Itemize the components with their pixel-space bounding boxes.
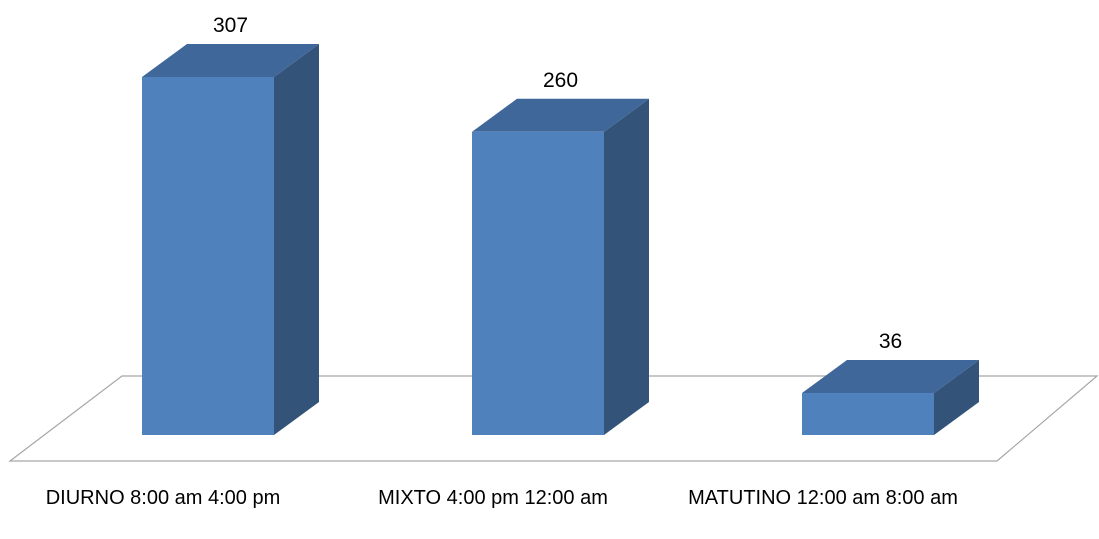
bar-top-mixto-4-00-pm-12-00-am <box>472 98 649 132</box>
category-label-diurno-8-00-am-4-00-pm: DIURNO 8:00 am 4:00 pm <box>46 487 281 509</box>
bar-side-matutino-12-00-am-8-00-am <box>934 360 979 435</box>
bar-diurno-8-00-am-4-00-pm <box>142 77 274 435</box>
data-label-diurno-8-00-am-4-00-pm: 307 <box>213 14 248 37</box>
category-label-matutino-12-00-am-8-00-am: MATUTINO 12:00 am 8:00 am <box>688 487 958 509</box>
bar-matutino-12-00-am-8-00-am <box>802 393 934 435</box>
chart-floor <box>8 375 1099 462</box>
data-label-mixto-4-00-pm-12-00-am: 260 <box>543 69 578 92</box>
bars-group <box>142 44 979 436</box>
bar-side-diurno-8-00-am-4-00-pm <box>274 44 319 435</box>
bar-side-mixto-4-00-pm-12-00-am <box>604 98 649 436</box>
category-label-mixto-4-00-pm-12-00-am: MIXTO 4:00 pm 12:00 am <box>378 487 608 509</box>
labels-group: 307 260 36 DIURNO 8:00 am 4:00 pm MIXTO 4:00… <box>46 14 958 509</box>
bar-mixto-4-00-pm-12-00-am <box>472 131 604 436</box>
bar-top-diurno-8-00-am-4-00-pm <box>142 44 319 77</box>
data-label-matutino-12-00-am-8-00-am: 36 <box>879 330 902 353</box>
bar-top-matutino-12-00-am-8-00-am <box>802 360 979 394</box>
